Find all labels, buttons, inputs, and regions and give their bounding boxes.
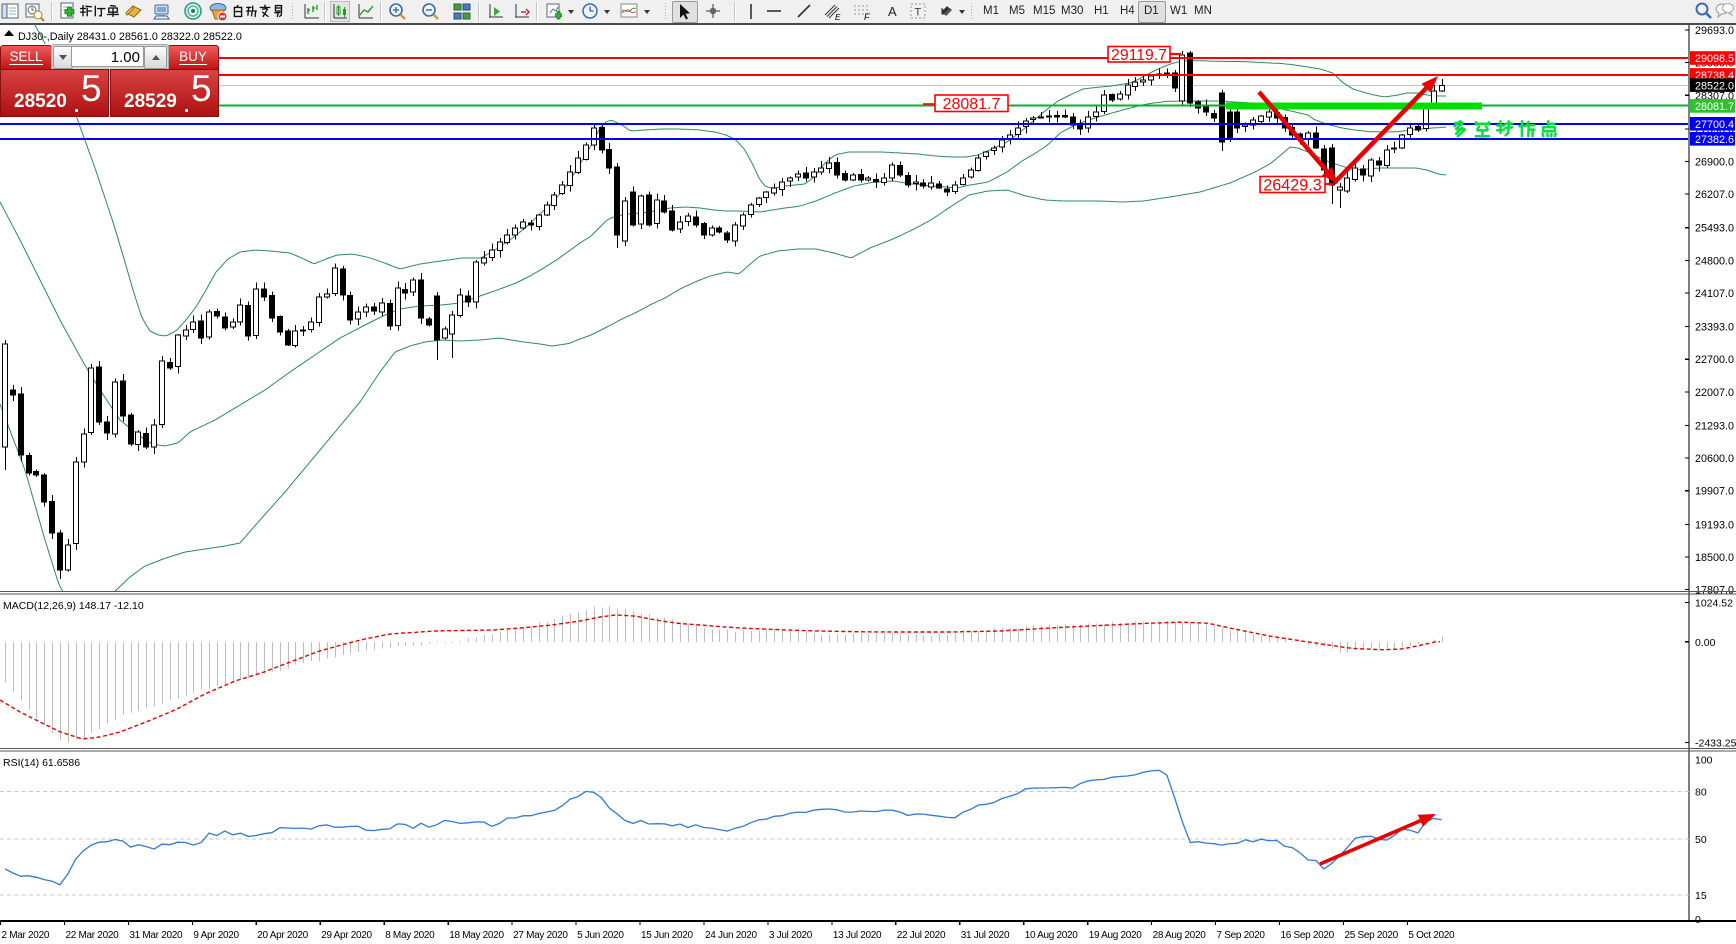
svg-text:23393.0: 23393.0 [1695,322,1734,334]
svg-text:20600.0: 20600.0 [1695,453,1734,465]
svg-text:22 Mar 2020: 22 Mar 2020 [66,930,120,941]
svg-text:25 Sep 2020: 25 Sep 2020 [1345,930,1399,941]
svg-text:28081.7: 28081.7 [943,96,1001,113]
svg-text:27382.6: 27382.6 [1695,134,1734,146]
svg-text:22007.0: 22007.0 [1695,387,1734,399]
svg-text:24107.0: 24107.0 [1695,288,1734,300]
svg-text:9 Apr 2020: 9 Apr 2020 [193,930,239,941]
svg-text:5 Jun 2020: 5 Jun 2020 [577,930,624,941]
svg-text:10 Aug 2020: 10 Aug 2020 [1025,930,1079,941]
svg-text:27700.4: 27700.4 [1695,119,1734,131]
svg-text:15: 15 [1695,890,1707,902]
svg-text:28081.7: 28081.7 [1695,101,1734,113]
svg-text:19 Aug 2020: 19 Aug 2020 [1089,930,1143,941]
svg-text:29119.7: 29119.7 [1111,47,1167,64]
svg-text:F: F [864,12,870,22]
svg-text:8 May 2020: 8 May 2020 [385,930,435,941]
svg-text:28522.0: 28522.0 [1695,80,1734,92]
svg-text:24800.0: 24800.0 [1695,255,1734,267]
svg-text:18 May 2020: 18 May 2020 [449,930,504,941]
svg-text:22700.0: 22700.0 [1695,354,1734,366]
svg-text:19193.0: 19193.0 [1695,519,1734,531]
svg-text:25493.0: 25493.0 [1695,223,1734,235]
svg-text:20 Apr 2020: 20 Apr 2020 [257,930,308,941]
svg-text:26207.0: 26207.0 [1695,189,1734,201]
svg-text:MACD(12,26,9) 148.17 -12.10: MACD(12,26,9) 148.17 -12.10 [3,600,144,612]
svg-text:22 Jul 2020: 22 Jul 2020 [897,930,946,941]
svg-text:3 Jul 2020: 3 Jul 2020 [769,930,813,941]
svg-text:13 Jul 2020: 13 Jul 2020 [833,930,882,941]
svg-text:17807.0: 17807.0 [1695,585,1734,597]
svg-text:RSI(14) 61.6586: RSI(14) 61.6586 [3,757,80,769]
svg-text:DJ30-,Daily 28431.0 28561.0 2: DJ30-,Daily 28431.0 28561.0 28322.0 2852… [18,31,242,43]
svg-text:31 Mar 2020: 31 Mar 2020 [129,930,183,941]
svg-text:A: A [888,4,897,19]
svg-text:15 Jun 2020: 15 Jun 2020 [641,930,693,941]
svg-text:19907.0: 19907.0 [1695,486,1734,498]
svg-text:31 Jul 2020: 31 Jul 2020 [961,930,1010,941]
svg-text:1024.52: 1024.52 [1695,597,1733,609]
svg-text:0: 0 [1695,914,1701,926]
svg-text:21293.0: 21293.0 [1695,421,1734,433]
svg-text:26900.0: 26900.0 [1695,157,1734,169]
svg-text:0.00: 0.00 [1695,637,1716,649]
svg-text:16 Sep 2020: 16 Sep 2020 [1281,930,1335,941]
svg-text:28 Aug 2020: 28 Aug 2020 [1153,930,1207,941]
svg-text:18500.0: 18500.0 [1695,552,1734,564]
svg-text:100: 100 [1695,755,1713,767]
svg-text:7 Sep 2020: 7 Sep 2020 [1217,930,1266,941]
svg-text:-2433.25: -2433.25 [1695,738,1736,750]
svg-text:29 Apr 2020: 29 Apr 2020 [321,930,372,941]
svg-text:27 May 2020: 27 May 2020 [513,930,568,941]
svg-text:29693.0: 29693.0 [1695,25,1734,37]
svg-text:5 Oct 2020: 5 Oct 2020 [1408,930,1455,941]
svg-text:T: T [915,7,922,19]
svg-text:24 Jun 2020: 24 Jun 2020 [705,930,757,941]
svg-text:2 Mar 2020: 2 Mar 2020 [2,930,50,941]
svg-text:E: E [835,13,841,22]
svg-text:29098.5: 29098.5 [1695,53,1734,65]
svg-text:80: 80 [1695,787,1707,799]
svg-text:26429.3: 26429.3 [1263,176,1322,194]
svg-text:50: 50 [1695,834,1707,846]
